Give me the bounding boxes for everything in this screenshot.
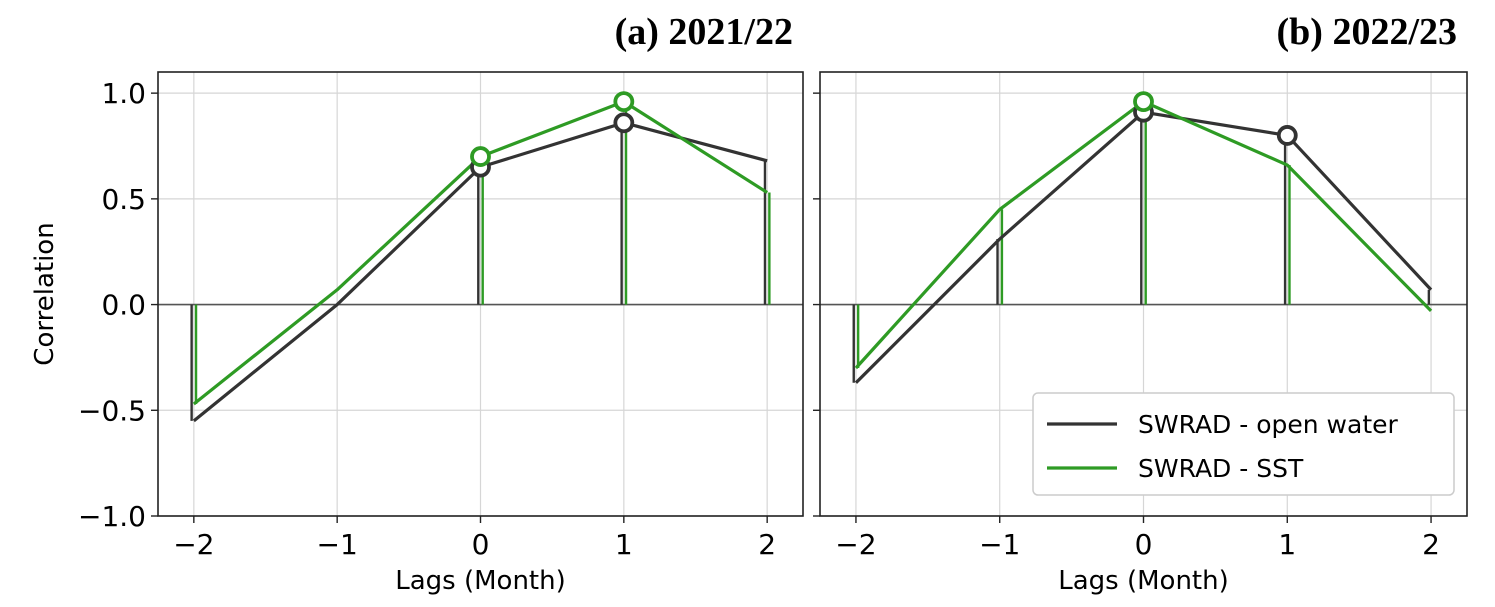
y-tick-label: 0.0 (101, 289, 146, 322)
panel-a: −2 −1 0 1 2 −1.0 −0.5 0.0 0.5 1.0 (a) 2021/22 Lags … (30, 11, 804, 596)
y-tick-label: −1.0 (78, 500, 146, 533)
x-tick-label: 2 (1422, 528, 1440, 561)
x-tick-label: −2 (835, 528, 876, 561)
panel-title: (a) 2021/22 (615, 11, 793, 53)
data-point-marker (1276, 125, 1298, 146)
legend-label: SWRAD - SST (1138, 454, 1304, 483)
x-axis-label: Lags (Month) (395, 566, 566, 596)
y-tick-label: 1.0 (101, 77, 146, 110)
panel-b: −2 −1 0 1 2 (b) 2022/23 Lags (Month) SWRAD - op… (813, 11, 1468, 596)
x-tick-label: 0 (1135, 528, 1153, 561)
x-tick-label: 0 (472, 528, 490, 561)
data-point-marker (613, 112, 635, 134)
legend: SWRAD - open water SWRAD - SST (1032, 392, 1455, 496)
x-tick-label: −2 (173, 528, 214, 561)
panel-title: (b) 2022/23 (1277, 11, 1458, 53)
data-point-marker (470, 146, 491, 167)
x-tick-label: −1 (979, 528, 1020, 561)
x-tick-label: −1 (317, 528, 358, 561)
data-point-marker (613, 91, 635, 112)
y-tick-label: 0.5 (101, 183, 146, 216)
x-axis-label: Lags (Month) (1058, 566, 1229, 596)
x-tick-label: 1 (615, 528, 633, 561)
data-point-marker (1133, 91, 1154, 112)
legend-label: SWRAD - open water (1138, 410, 1398, 439)
legend-box (1032, 392, 1455, 496)
x-tick-label: 2 (758, 528, 776, 561)
y-tick-label: −0.5 (78, 394, 146, 427)
x-tick-label: 1 (1278, 528, 1296, 561)
y-axis-label: Correlation (30, 222, 60, 365)
